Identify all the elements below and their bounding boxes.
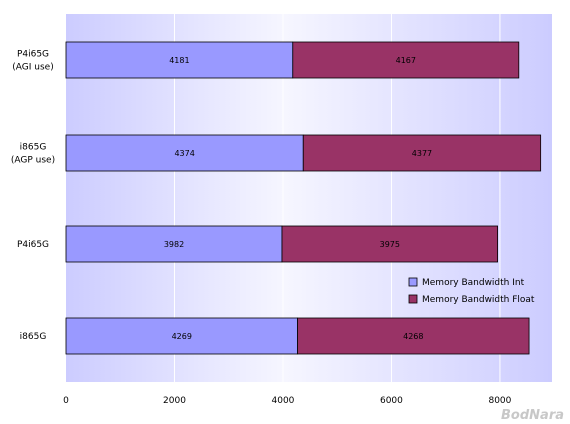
bar-float bbox=[302, 134, 542, 172]
bar-float bbox=[297, 317, 530, 355]
bar-value-label: 4181 bbox=[169, 56, 189, 65]
category-label: (AGP use) bbox=[11, 156, 55, 166]
category-label: P4i65G bbox=[17, 50, 49, 60]
category-labels: P4i65G (AGI use) i865G (AGP use) P4i65G i865G bbox=[11, 50, 55, 343]
x-tick-label: 0 bbox=[63, 396, 69, 406]
bar-value-label: 4269 bbox=[172, 332, 192, 341]
legend-swatch bbox=[408, 294, 418, 304]
bars bbox=[65, 41, 542, 355]
bar-value-label: 4268 bbox=[403, 332, 423, 341]
value-labels: 4181 4167 4374 4377 3982 3975 4269 4268 bbox=[164, 56, 432, 341]
bar-value-label: 4374 bbox=[174, 149, 194, 158]
bar-int bbox=[65, 134, 304, 172]
bar-value-label: 4167 bbox=[396, 56, 416, 65]
bar-value-label: 4377 bbox=[412, 149, 432, 158]
legend-label: Memory Bandwidth Int bbox=[422, 278, 525, 288]
x-tick-label: 6000 bbox=[380, 396, 403, 406]
category-label: i865G bbox=[20, 332, 47, 342]
x-tick-label: 2000 bbox=[163, 396, 186, 406]
category-label: i865G bbox=[20, 143, 47, 153]
bar-float bbox=[281, 225, 498, 263]
category-label: (AGI use) bbox=[12, 63, 53, 73]
x-tick-label: 4000 bbox=[272, 396, 295, 406]
category-label: P4i65G bbox=[17, 240, 49, 250]
x-axis-tick-labels: 0 2000 4000 6000 8000 bbox=[63, 396, 512, 406]
bar-value-label: 3975 bbox=[380, 240, 400, 249]
watermark-logo: BodNara bbox=[501, 408, 564, 423]
legend-label: Memory Bandwidth Float bbox=[422, 295, 535, 305]
bar-int bbox=[65, 225, 283, 263]
bar-float bbox=[292, 41, 520, 79]
legend-swatch bbox=[408, 277, 418, 287]
bar-value-label: 3982 bbox=[164, 240, 184, 249]
legend: Memory Bandwidth Int Memory Bandwidth Flo… bbox=[408, 277, 535, 305]
bar-int bbox=[65, 41, 294, 79]
x-tick-label: 8000 bbox=[488, 396, 511, 406]
